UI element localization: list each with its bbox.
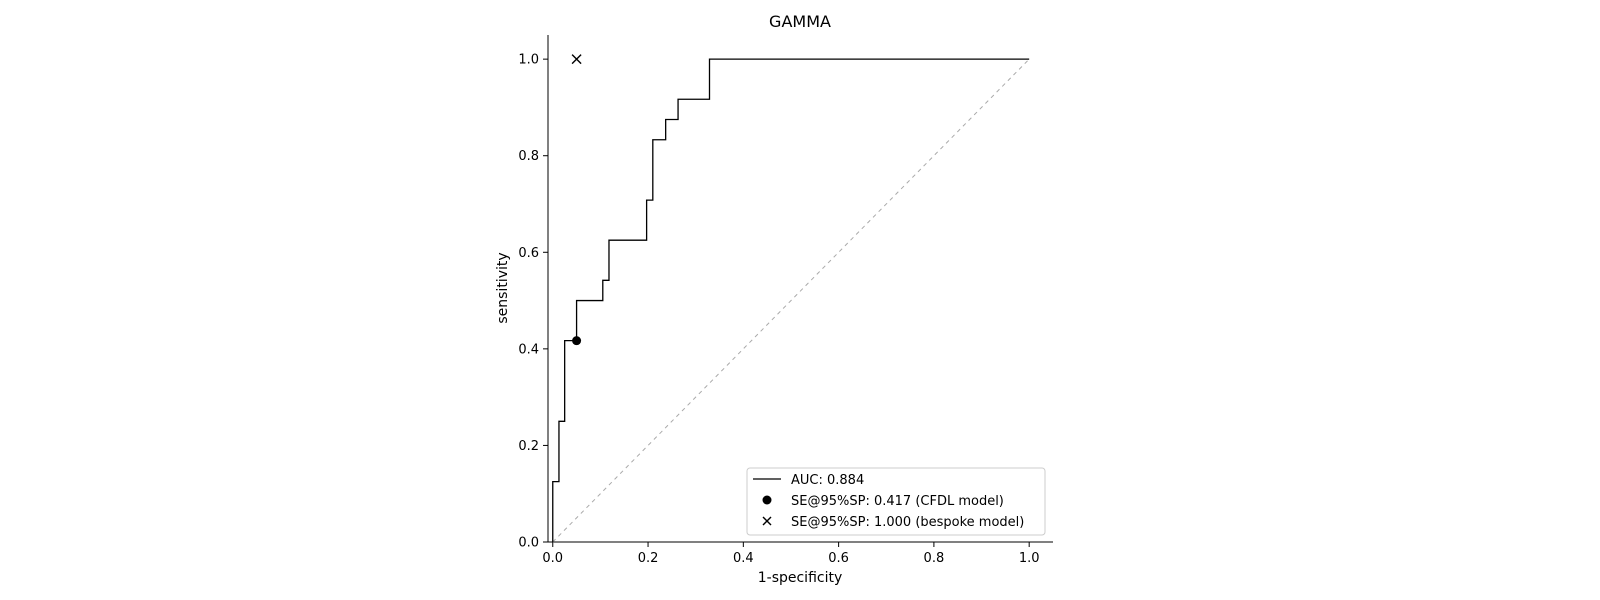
- chance-reference-line: [552, 58, 1030, 543]
- x-tick-label: 0.2: [638, 551, 659, 566]
- y-tick-label: 1.0: [518, 53, 539, 68]
- legend-label-bespoke: SE@95%SP: 1.000 (bespoke model): [791, 515, 1024, 530]
- legend: AUC: 0.884 SE@95%SP: 0.417 (CFDL model) …: [746, 467, 1046, 536]
- legend-label-cfdl: SE@95%SP: 0.417 (CFDL model): [791, 494, 1004, 509]
- x-tick-label: 1.0: [1019, 551, 1040, 566]
- x-axis-label: 1-specificity: [758, 570, 843, 586]
- bespoke-model-point: [571, 54, 582, 65]
- roc-curve-line: [552, 58, 1030, 542]
- x-tick-label: 0.8: [924, 551, 945, 566]
- y-tick-label: 0.0: [518, 536, 539, 551]
- y-tick-label: 0.4: [518, 342, 539, 357]
- y-tick-label: 0.2: [518, 439, 539, 454]
- y-tick-label: 0.8: [518, 149, 539, 164]
- legend-x-swatch: [762, 516, 772, 526]
- x-ticks: 0.0 0.2 0.4 0.6 0.8 1.0: [542, 542, 1040, 566]
- x-tick-label: 0.4: [733, 551, 754, 566]
- y-ticks: 0.0 0.2 0.4 0.6 0.8 1.0: [518, 53, 548, 551]
- x-tick-label: 0.0: [542, 551, 563, 566]
- legend-dot-swatch: [762, 495, 772, 505]
- cfdl-model-point: [572, 336, 582, 346]
- y-tick-label: 0.6: [518, 246, 539, 261]
- chart-title: GAMMA: [769, 12, 831, 31]
- legend-label-auc: AUC: 0.884: [791, 473, 864, 488]
- x-marker-stroke: [571, 54, 582, 65]
- x-tick-label: 0.6: [828, 551, 849, 566]
- y-axis-label: sensitivity: [495, 252, 511, 323]
- legend-frame: [746, 467, 1046, 536]
